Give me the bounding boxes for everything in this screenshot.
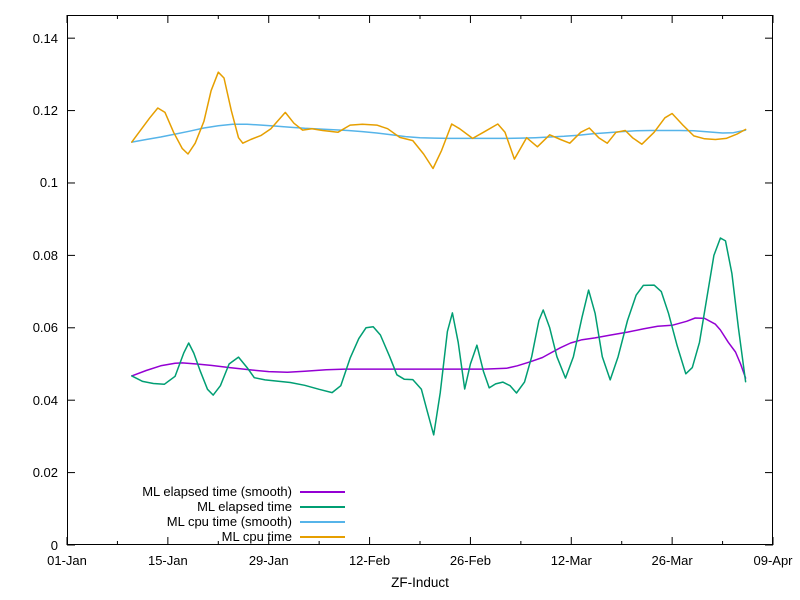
legend-line-sample [300, 505, 345, 508]
legend-row: ML cpu time (smooth) [0, 514, 345, 529]
x-tick-label: 29-Jan [248, 553, 289, 568]
legend: ML elapsed time (smooth) ML elapsed time M… [0, 484, 345, 544]
legend-line-sample [300, 535, 345, 538]
x-tick-label: 09-Apr [753, 553, 793, 568]
legend-line-sample [300, 490, 345, 493]
y-tick-label: 0.08 [32, 247, 58, 263]
legend-row: ML elapsed time (smooth) [0, 484, 345, 499]
series-line-ml-elapsed-time [131, 237, 747, 436]
x-tick-label: 26-Mar [651, 553, 693, 568]
x-tick-label: 12-Feb [348, 553, 391, 568]
x-axis-title: ZF-Induct [391, 575, 449, 590]
plot-border [67, 15, 773, 545]
y-tick-label: 0.12 [32, 103, 58, 119]
y-tick-label: 0.02 [32, 465, 58, 481]
legend-label: ML cpu time [221, 529, 292, 544]
x-tick-label: 01-Jan [47, 553, 87, 568]
y-tick-label: 0.14 [32, 30, 58, 46]
series-line-ml-cpu-time [131, 71, 747, 170]
y-tick-label: 0 [50, 537, 58, 553]
plot-area [66, 15, 774, 546]
y-tick-label: 0.04 [32, 392, 58, 408]
legend-label: ML elapsed time (smooth) [142, 484, 292, 499]
legend-row: ML cpu time [0, 529, 345, 544]
y-tick-label: 0.1 [39, 175, 58, 191]
x-tick-label: 12-Mar [550, 553, 592, 568]
legend-line-sample [300, 520, 345, 523]
x-tick-label: 15-Jan [147, 553, 188, 568]
x-tick-label: 26-Feb [449, 553, 492, 568]
y-tick-label: 0.06 [32, 320, 58, 336]
series-line-ml-elapsed-time-smooth- [131, 317, 747, 379]
legend-label: ML elapsed time [197, 499, 292, 514]
legend-row: ML elapsed time [0, 499, 345, 514]
legend-label: ML cpu time (smooth) [166, 514, 292, 529]
